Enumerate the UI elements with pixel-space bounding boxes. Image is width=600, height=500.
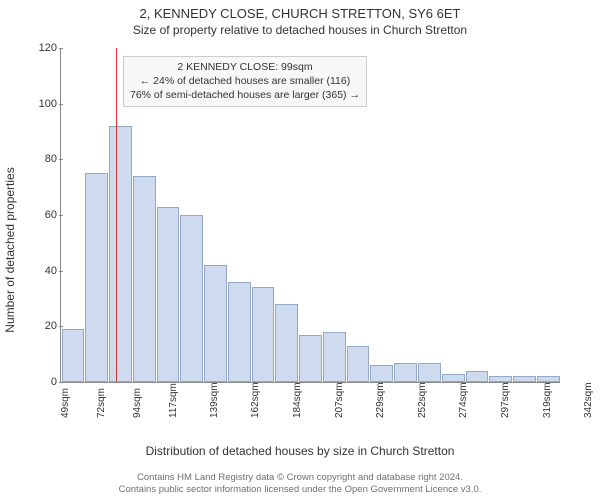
- histogram-bar: [394, 363, 417, 382]
- attribution-footer: Contains HM Land Registry data © Crown c…: [0, 472, 600, 496]
- annotation-box: 2 KENNEDY CLOSE: 99sqm ← 24% of detached…: [123, 56, 367, 107]
- y-tick-label: 120: [39, 42, 57, 54]
- histogram-bar: [489, 376, 512, 382]
- y-tick-label: 80: [45, 153, 57, 165]
- y-tick-label: 20: [45, 320, 57, 332]
- chart-container: 2, KENNEDY CLOSE, CHURCH STRETTON, SY6 6…: [0, 0, 600, 500]
- footer-line2: Contains public sector information licen…: [0, 484, 600, 496]
- histogram-bar: [466, 371, 489, 382]
- chart-title-line2: Size of property relative to detached ho…: [0, 21, 600, 37]
- annotation-line1: 2 KENNEDY CLOSE: 99sqm: [130, 60, 360, 74]
- y-tick-label: 0: [51, 376, 57, 388]
- x-ticks: 49sqm72sqm94sqm117sqm139sqm162sqm184sqm2…: [60, 388, 560, 448]
- annotation-line3: 76% of semi-detached houses are larger (…: [130, 88, 360, 102]
- histogram-bar: [62, 329, 85, 382]
- histogram-bar: [228, 282, 251, 382]
- histogram-bar: [133, 176, 156, 382]
- histogram-bar: [252, 287, 275, 382]
- y-tick-label: 100: [39, 98, 57, 110]
- histogram-bar: [347, 346, 370, 382]
- histogram-bar: [299, 335, 322, 382]
- reference-line: [116, 48, 117, 382]
- histogram-bar: [323, 332, 346, 382]
- x-tick-label: 342sqm: [583, 382, 600, 424]
- histogram-bar: [418, 363, 441, 382]
- footer-line1: Contains HM Land Registry data © Crown c…: [0, 472, 600, 484]
- histogram-bar: [513, 376, 536, 382]
- histogram-bar: [109, 126, 132, 382]
- histogram-bar: [180, 215, 203, 382]
- chart-title-line1: 2, KENNEDY CLOSE, CHURCH STRETTON, SY6 6…: [0, 0, 600, 21]
- histogram-bar: [537, 376, 560, 382]
- y-tick-label: 40: [45, 265, 57, 277]
- histogram-bar: [370, 365, 393, 382]
- y-tick-label: 60: [45, 209, 57, 221]
- histogram-bar: [85, 173, 108, 382]
- histogram-bar: [204, 265, 227, 382]
- annotation-line2: ← 24% of detached houses are smaller (11…: [130, 74, 360, 88]
- histogram-bar: [275, 304, 298, 382]
- x-axis-label: Distribution of detached houses by size …: [0, 444, 600, 458]
- plot-area: 020406080100120 2 KENNEDY CLOSE: 99sqm ←…: [60, 48, 560, 383]
- histogram-bar: [157, 207, 180, 382]
- histogram-bar: [442, 374, 465, 382]
- y-axis-label: Number of detached properties: [3, 167, 17, 332]
